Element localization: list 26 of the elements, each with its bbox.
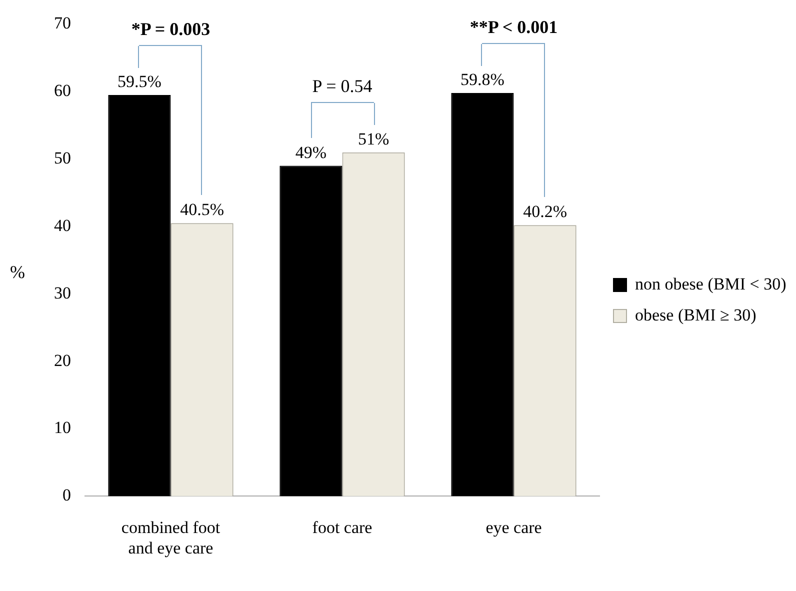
data-label: 59.8% [460, 70, 504, 89]
data-label: 51% [358, 129, 390, 148]
annotation: *P = 0.003 [131, 19, 210, 40]
y-tick-label: 10 [54, 418, 71, 438]
annotation: P = 0.54 [312, 76, 372, 98]
bar [451, 92, 514, 496]
y-tick-label: 50 [54, 148, 71, 168]
bar [280, 166, 342, 496]
x-tick-label: eye care [486, 518, 542, 537]
y-tick-label: 60 [54, 81, 71, 100]
data-label: 49% [295, 142, 327, 162]
y-tick-label: 70 [54, 14, 71, 33]
y-tick-label: 30 [54, 283, 71, 302]
y-axis-title: % [10, 262, 25, 283]
x-tick-label: foot care [312, 518, 372, 537]
bar [108, 95, 171, 496]
y-tick-label: 40 [54, 216, 71, 235]
x-tick-label: combined foot and eye care [121, 518, 220, 558]
y-tick-label: 0 [62, 486, 71, 505]
legend-label: non obese (BMI < 30) [635, 274, 786, 294]
data-label: 40.5% [180, 200, 224, 220]
annotation: **P < 0.001 [470, 16, 558, 38]
data-label: 40.2% [523, 202, 568, 222]
legend-label: obese (BMI ≥ 30) [635, 305, 756, 324]
y-tick-label: 20 [54, 350, 71, 370]
data-label: 59.5% [117, 72, 162, 91]
